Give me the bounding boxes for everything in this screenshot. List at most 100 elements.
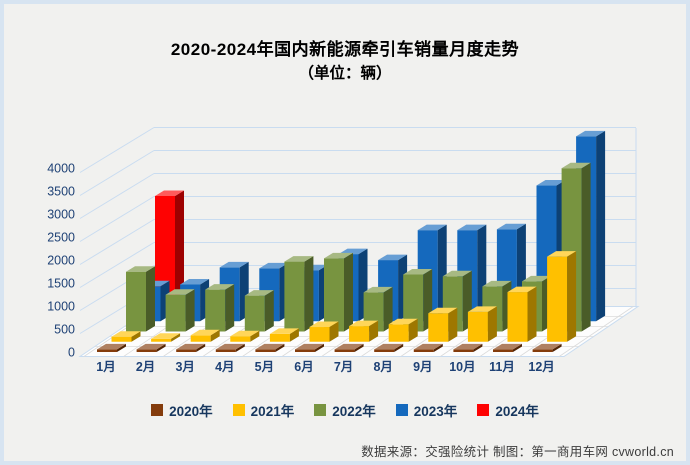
bar-2020年-4月 (215, 343, 245, 352)
bar-face-side (527, 286, 537, 342)
bar-face-top (244, 290, 274, 296)
bar-2020年-9月 (413, 343, 443, 352)
bar-2021年-5月 (269, 328, 299, 342)
bar-face-top (205, 284, 235, 290)
bar-face-front (269, 333, 290, 342)
bar-face-front (215, 349, 236, 352)
bar-face-front (151, 338, 172, 342)
bar-face-top (453, 343, 483, 350)
x-tick-label: 8月 (373, 360, 392, 374)
y-tick-label: 1000 (47, 300, 75, 314)
bar-face-side (235, 343, 245, 352)
bar-face-front (334, 349, 355, 352)
bar-face-top (363, 286, 393, 293)
bar-face-top (482, 280, 512, 287)
legend-item-2022年: 2022年 (314, 400, 376, 420)
bar-face-top (413, 343, 443, 350)
bar-face-top (532, 343, 562, 350)
gridline-wall (79, 196, 155, 242)
bar-face-top (374, 343, 404, 350)
bar-face-top (467, 306, 497, 312)
bar-face-top (259, 262, 289, 269)
bar-face-top (165, 289, 195, 295)
bar-2022年-5月 (284, 256, 314, 332)
bar-face-front (176, 349, 197, 352)
floor-grid-line (558, 306, 634, 357)
gridline-wall (79, 150, 155, 196)
bar-face-top (215, 343, 245, 350)
bar-face-top (219, 261, 249, 268)
bar-2022年-6月 (324, 252, 353, 332)
bar-2020年-12月 (532, 343, 562, 352)
bar-face-top (417, 224, 447, 231)
bar-face-top (388, 318, 418, 325)
bar-face-top (284, 256, 314, 262)
bar-2022年-4月 (244, 290, 274, 332)
bar-face-top (111, 331, 141, 337)
bar-face-front (190, 335, 211, 342)
bar-face-front (453, 349, 474, 352)
bar-face-top (403, 268, 433, 275)
bar-2021年-10月 (467, 306, 497, 342)
chart-legend: 2020年 2021年 2022年 2023年 2024年 (4, 400, 686, 420)
bar-face-front (493, 349, 513, 352)
bar-2021年-6月 (309, 321, 339, 342)
bar-face-side (146, 266, 155, 332)
bar-face-top (269, 328, 299, 334)
bar-2020年-1月 (97, 343, 126, 352)
bar-face-side (171, 333, 181, 342)
legend-swatch (395, 404, 408, 416)
bar-face-top (309, 321, 339, 328)
bar-face-top (493, 343, 522, 350)
legend-item-2020年: 2020年 (151, 400, 213, 420)
legend-item-2021年: 2021年 (232, 400, 294, 420)
bar-face-side (185, 289, 195, 332)
bar-face-front (111, 336, 132, 342)
legend-swatch (151, 404, 164, 416)
x-tick-label: 12月 (528, 360, 554, 374)
bar-2021年-9月 (428, 307, 458, 342)
bar-face-top (547, 251, 577, 257)
bar-face-top (295, 343, 324, 350)
bar-face-top (536, 180, 566, 186)
bar-face-front (467, 311, 488, 342)
bar-face-top (151, 333, 181, 339)
bar-face-top (180, 278, 210, 285)
bar-face-front (324, 258, 344, 332)
legend-label: 2024年 (495, 404, 539, 419)
y-tick-label: 3500 (47, 185, 75, 199)
y-tick-label: 3000 (47, 208, 75, 222)
bar-face-top (136, 343, 166, 350)
bar-face-top (576, 130, 606, 137)
y-tick-label: 0 (68, 346, 75, 360)
x-tick-label: 4月 (215, 360, 234, 374)
bar-face-front (205, 289, 226, 332)
gridline-wall (79, 127, 155, 173)
bar-face-front (547, 256, 568, 342)
bar-2020年-7月 (334, 343, 364, 352)
bar-2020年-3月 (176, 343, 206, 352)
bar-2021年-8月 (388, 318, 418, 342)
bar-face-front (309, 327, 330, 342)
bar-face-front (388, 324, 409, 342)
chart-title: 2020-2024年国内新能源牵引车销量月度走势 （单位：辆） (4, 38, 686, 85)
bar-face-top (324, 252, 353, 259)
bar-face-side (473, 343, 483, 352)
bar-face-front (428, 313, 449, 342)
bar-face-side (304, 256, 314, 332)
bar-face-front (349, 326, 370, 342)
bar-face-front (403, 274, 424, 332)
bar-face-side (344, 252, 353, 332)
bar-face-side (596, 130, 606, 322)
bar-face-side (513, 343, 522, 352)
bar-face-front (255, 349, 276, 352)
bar-face-top (338, 248, 368, 255)
y-tick-label: 4000 (47, 162, 75, 176)
x-tick-label: 10月 (449, 360, 475, 374)
legend-label: 2023年 (413, 404, 458, 419)
y-tick-label: 500 (54, 323, 75, 337)
bar-face-front (507, 292, 528, 342)
bar-face-front (244, 295, 265, 332)
legend-swatch (477, 404, 490, 416)
